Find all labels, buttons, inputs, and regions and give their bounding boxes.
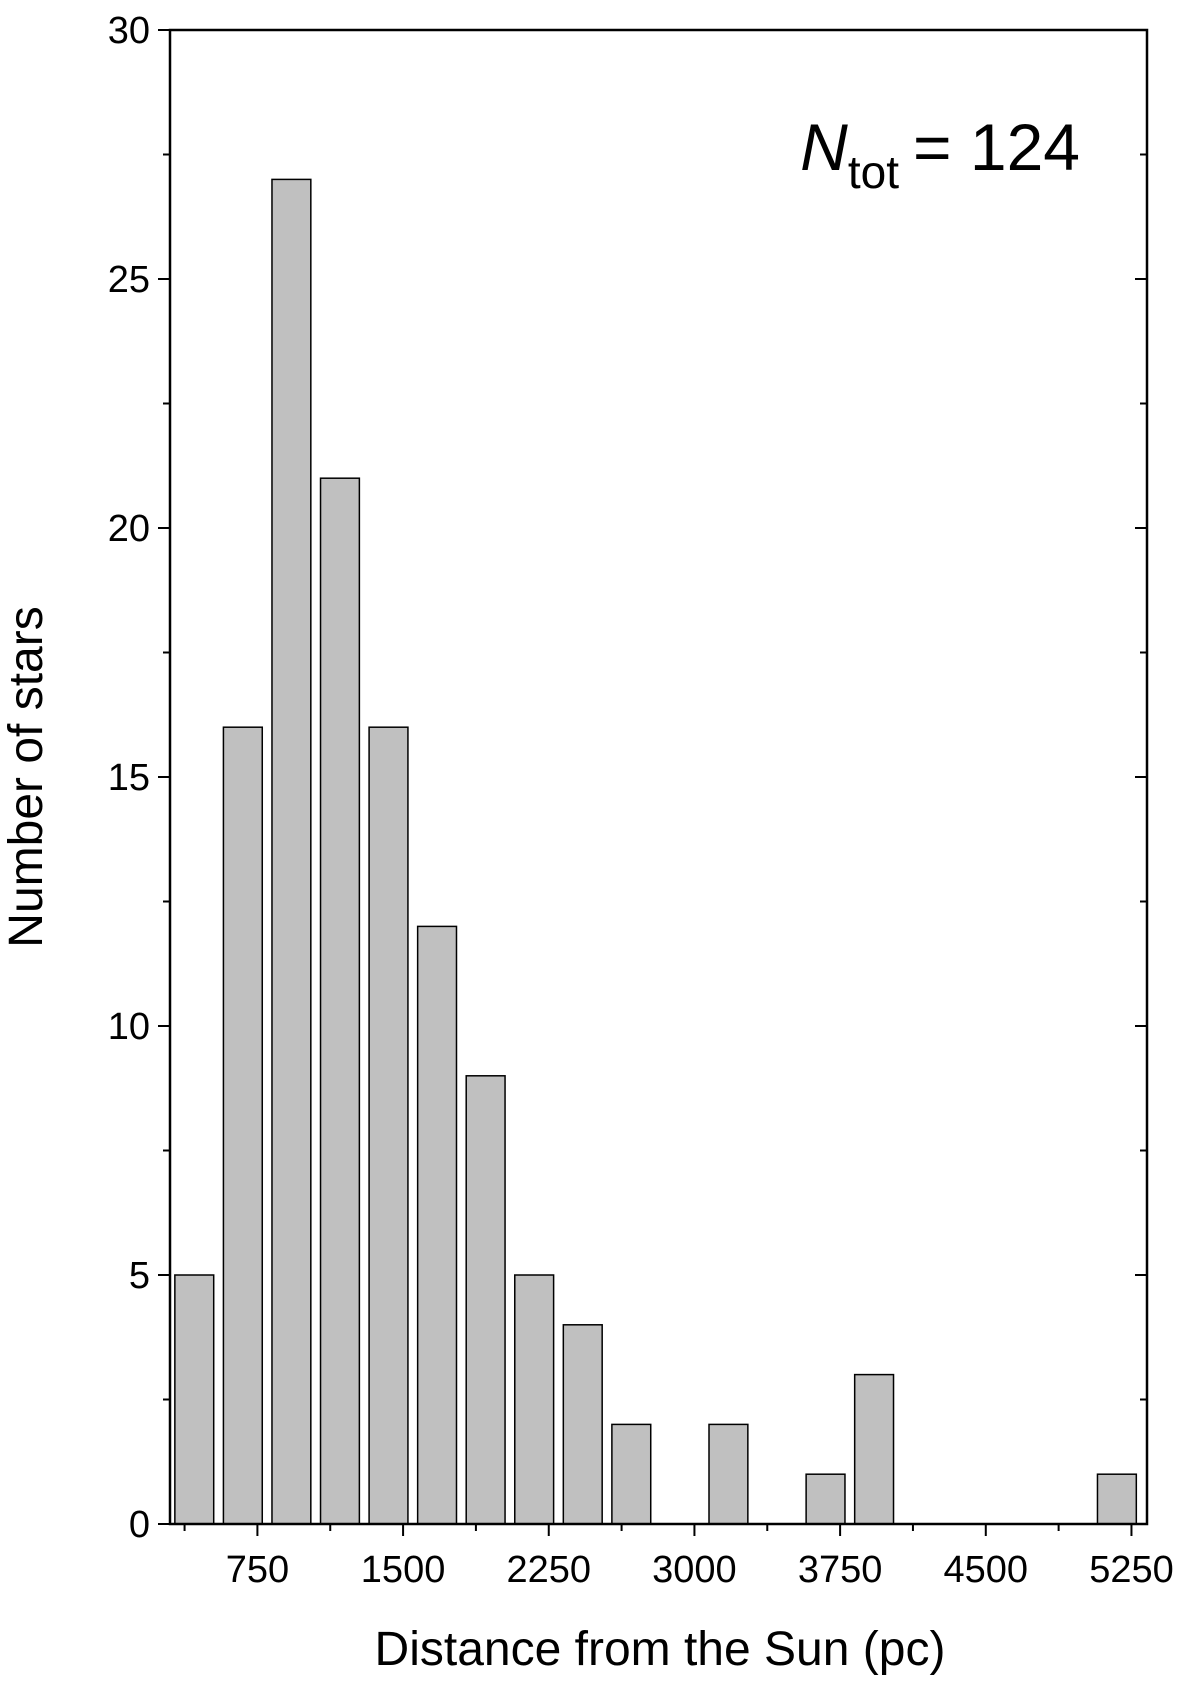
- x-axis-title: Distance from the Sun (pc): [375, 1623, 946, 1676]
- y-tick-label: 5: [129, 1255, 150, 1297]
- x-tick-label: 1500: [361, 1549, 446, 1591]
- x-tick-label: 2250: [506, 1549, 591, 1591]
- bar: [222, 726, 264, 1525]
- bar: [708, 1423, 749, 1525]
- x-tick-label: 5250: [1089, 1549, 1174, 1591]
- x-tick-label: 3750: [798, 1549, 883, 1591]
- x-tick-label: 4500: [944, 1549, 1029, 1591]
- bar: [174, 1274, 215, 1525]
- y-tick-label: 25: [108, 259, 150, 301]
- x-tick-label: 3000: [652, 1549, 737, 1591]
- bar: [465, 1075, 506, 1525]
- bar: [514, 1274, 555, 1525]
- y-tick-label: 30: [108, 10, 150, 52]
- bar: [611, 1423, 652, 1525]
- y-tick-label: 15: [108, 757, 150, 799]
- annotation-symbol: N: [800, 110, 848, 184]
- bar: [853, 1373, 895, 1525]
- bar: [805, 1473, 846, 1525]
- annotation-subscript: tot: [848, 146, 899, 198]
- plot-frame: [168, 28, 1149, 1526]
- bar: [562, 1324, 603, 1525]
- x-tick-label: 750: [226, 1549, 289, 1591]
- y-tick-label: 10: [108, 1006, 150, 1048]
- bar: [368, 726, 409, 1525]
- bar: [319, 477, 361, 1525]
- y-axis-title: Number of stars: [0, 606, 53, 947]
- bar: [271, 178, 312, 1525]
- y-tick-label: 20: [108, 508, 150, 550]
- y-tick-label: 0: [129, 1504, 150, 1546]
- annotation: Ntot = 124: [800, 110, 1080, 198]
- annotation-text: = 124: [913, 110, 1080, 184]
- bar: [416, 925, 458, 1525]
- bar: [1096, 1473, 1138, 1525]
